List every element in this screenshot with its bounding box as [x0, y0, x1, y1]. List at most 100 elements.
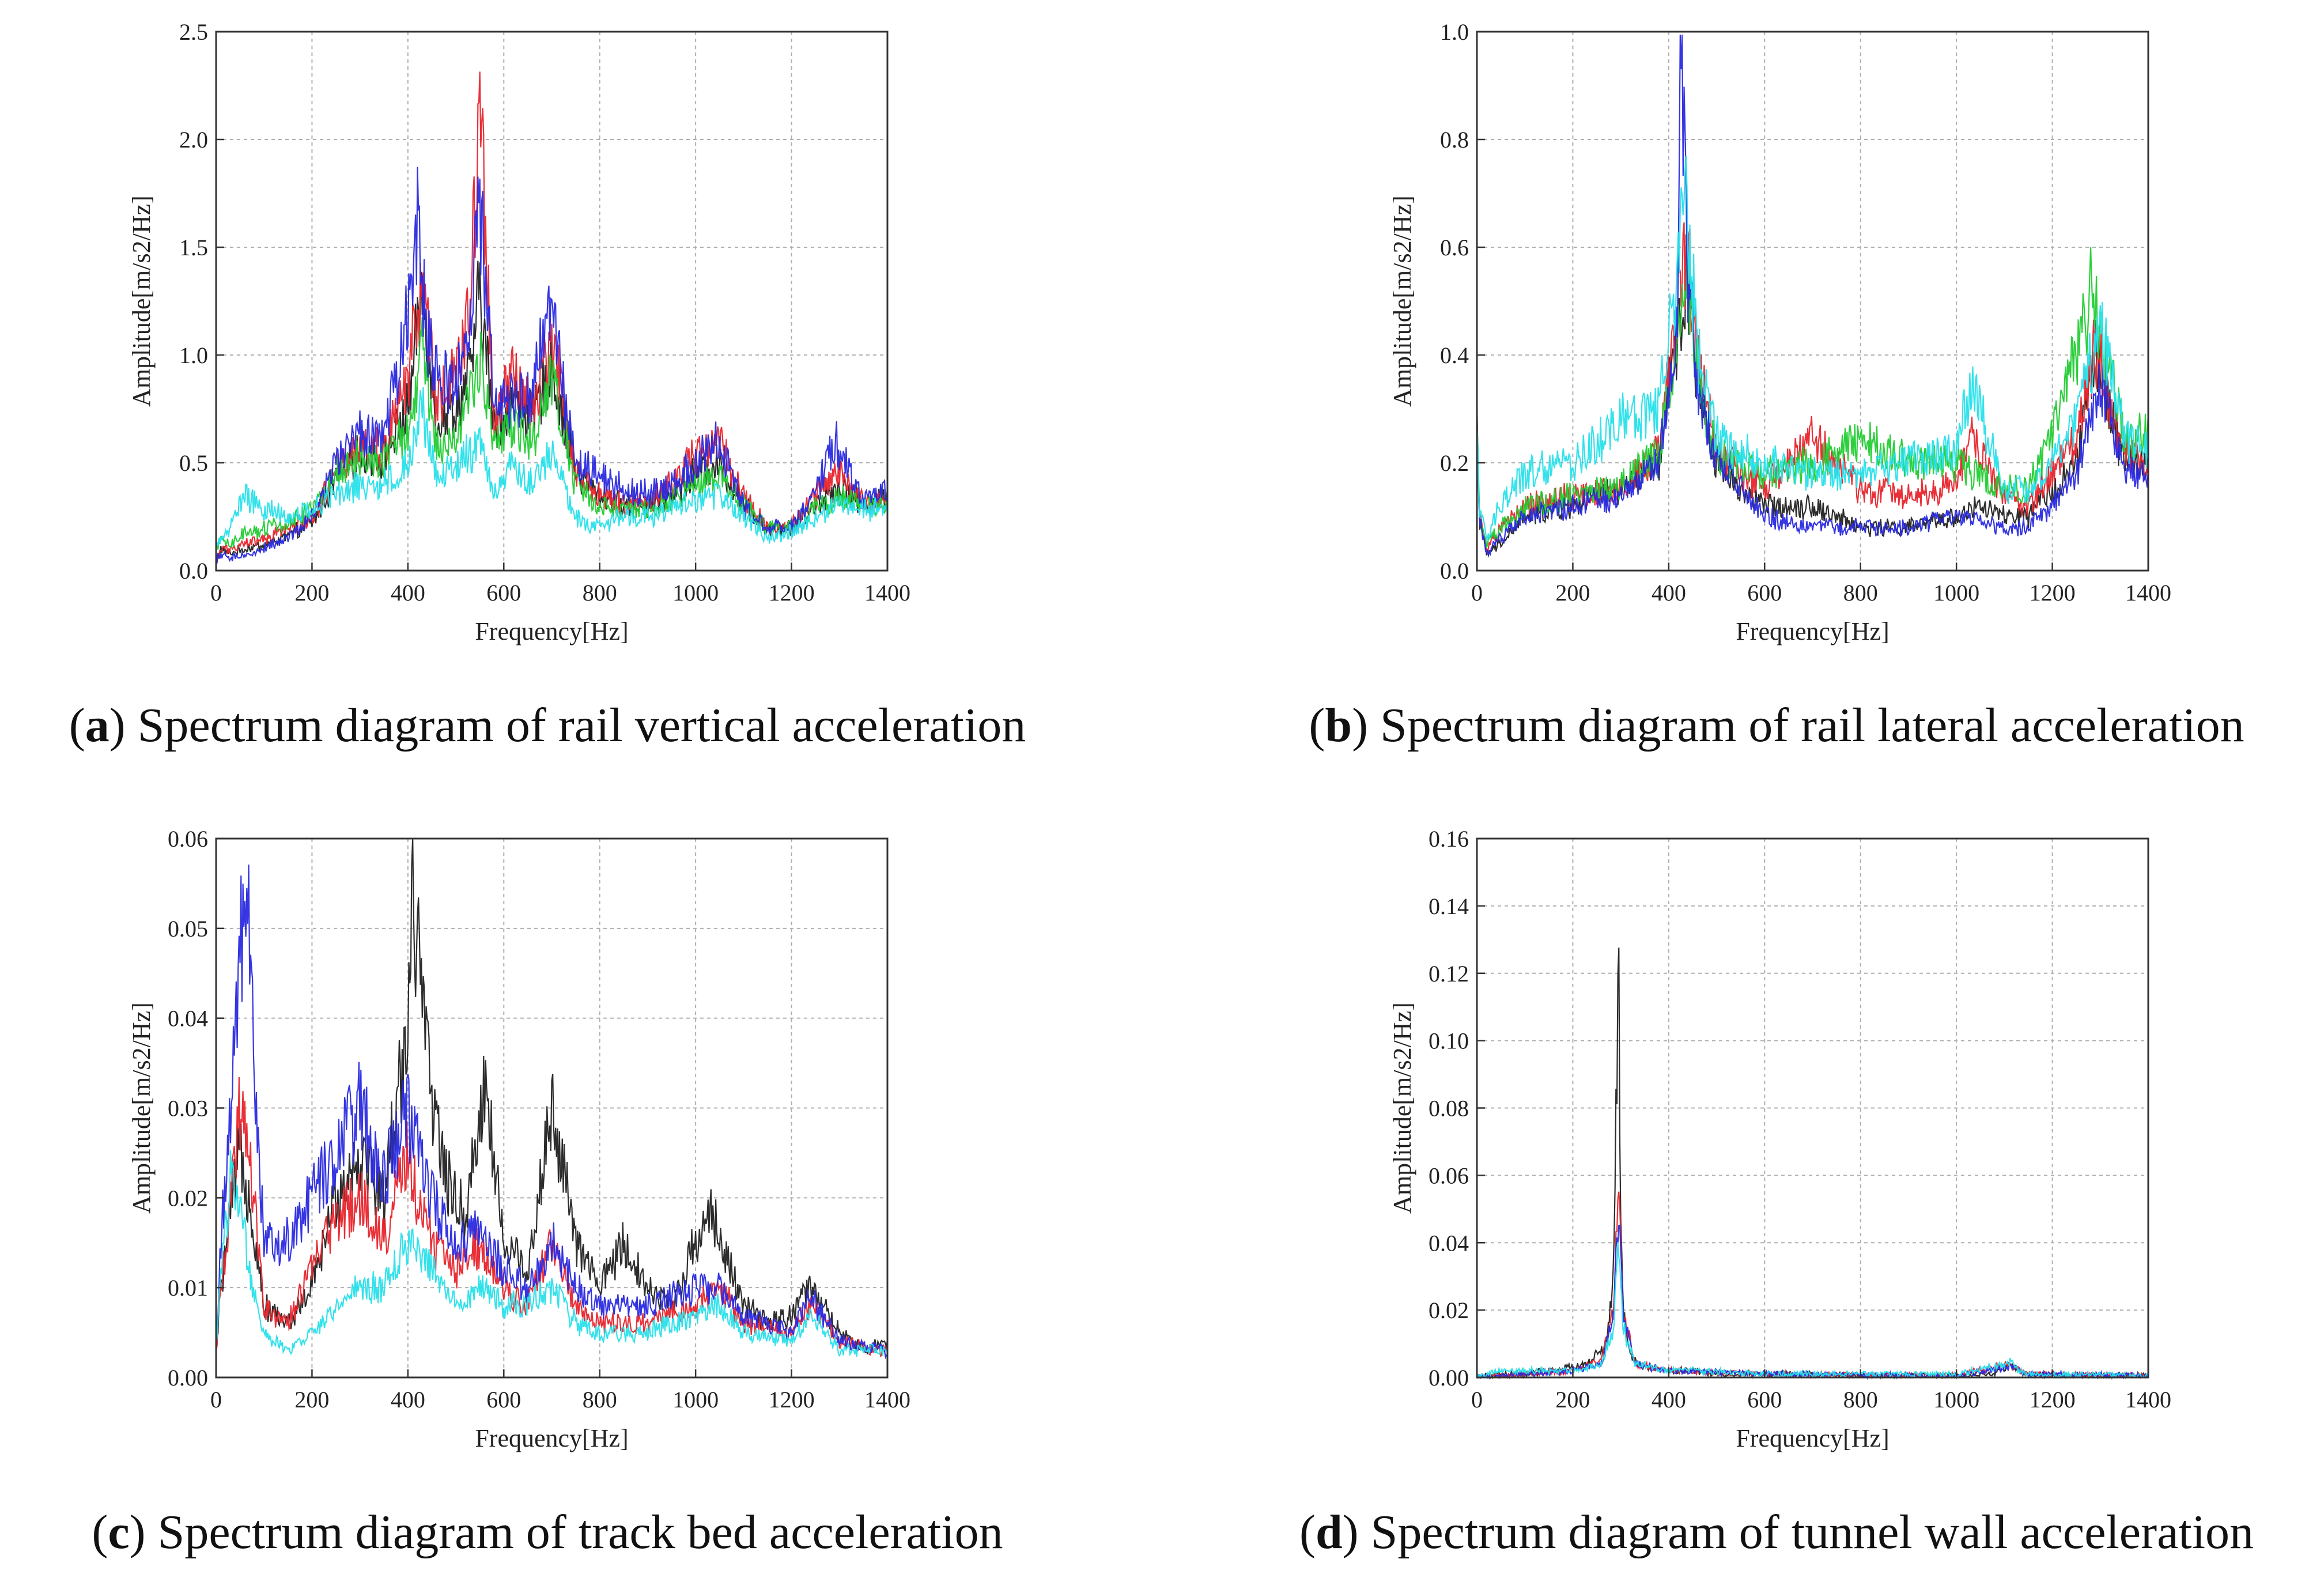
y-tick-label: 0.0 — [179, 558, 208, 584]
x-tick-label: 200 — [294, 1387, 329, 1413]
x-axis-label: Frequency[Hz] — [475, 617, 628, 645]
series-green-line — [1476, 247, 2149, 548]
x-tick-label: 0 — [1471, 1387, 1483, 1413]
y-tick-label: 2.0 — [179, 127, 208, 153]
series-blue-line — [1476, 1224, 2149, 1380]
caption-b-letter: b — [1325, 699, 1352, 752]
y-axis-label: Amplitude[m/s2/Hz] — [1388, 195, 1416, 407]
y-tick-label: 0.00 — [168, 1365, 208, 1391]
y-tick-label: 0.4 — [1440, 342, 1469, 368]
x-tick-label: 400 — [391, 580, 425, 606]
caption-c: (c) Spectrum diagram of track bed accele… — [92, 1505, 1003, 1559]
x-tick-label: 1400 — [864, 580, 910, 606]
chart-b-rail-lateral: 0 200 400 600 800 1000 1200 1400 0.0 0.2 0.4 0.6 0.8… — [1388, 19, 2171, 645]
x-tick-label: 0 — [210, 1387, 222, 1413]
y-tick-label: 0.02 — [168, 1185, 208, 1211]
x-tick-label: 600 — [486, 580, 521, 606]
y-tick-label: 0.5 — [179, 450, 208, 476]
caption-d-text: Spectrum diagram of tunnel wall accelera… — [1358, 1505, 2254, 1559]
y-tick-label: 2.5 — [179, 19, 208, 45]
panel-a: 0 200 400 600 800 1000 1200 1400 0.0 0.5 1.0 1.5 2.0… — [0, 0, 1095, 752]
x-tick-label: 1000 — [1933, 1387, 1979, 1413]
x-tick-label: 1200 — [769, 1387, 815, 1413]
plot-frame — [215, 31, 889, 572]
caption-a-letter: a — [85, 699, 109, 752]
x-tick-label: 1000 — [672, 1387, 719, 1413]
grid-a — [216, 32, 887, 571]
chart-d-tunnel-wall: 0 200 400 600 800 1000 1200 1400 0.00 0.02 0.04 0.0… — [1388, 826, 2171, 1452]
series-red-line — [215, 71, 889, 564]
panel-c: 0 200 400 600 800 1000 1200 1400 0.00 0.01 0.02 0.0… — [0, 807, 1095, 1559]
caption-b-text: Spectrum diagram of rail lateral acceler… — [1368, 699, 2244, 752]
y-axis-label: Amplitude[m/s2/Hz] — [127, 195, 156, 407]
caption-c-letter: c — [108, 1505, 130, 1559]
series-blue-line — [216, 167, 889, 564]
x-tick-label: 200 — [294, 580, 329, 606]
y-tick-label: 1.0 — [179, 342, 208, 368]
y-tick-label: 0.01 — [168, 1275, 208, 1301]
y-tick-label: 0.08 — [1429, 1096, 1469, 1122]
grid-d — [1477, 839, 2148, 1377]
series-cyan-line — [1476, 1242, 2149, 1380]
x-tick-label: 400 — [1652, 580, 1686, 606]
x-tick-label: 400 — [391, 1387, 425, 1413]
y-tick-label: 0.6 — [1440, 235, 1469, 261]
x-tick-label: 800 — [1843, 1387, 1878, 1413]
chart-c-track-bed: 0 200 400 600 800 1000 1200 1400 0.00 0.01 0.02 0.0… — [127, 826, 910, 1452]
series-black-line — [215, 838, 889, 1356]
x-tick-label: 200 — [1555, 1387, 1590, 1413]
chart-a-rail-vertical: 0 200 400 600 800 1000 1200 1400 0.0 0.5 1.0 1.5 2.0… — [127, 19, 910, 645]
y-tick-label: 0.14 — [1429, 893, 1469, 919]
x-axis-label: Frequency[Hz] — [1736, 1424, 1889, 1452]
x-tick-label: 1000 — [1933, 580, 1979, 606]
x-axis-label: Frequency[Hz] — [475, 1424, 628, 1452]
y-tick-label: 1.5 — [179, 235, 208, 261]
plot-frame — [1476, 31, 2149, 572]
x-tick-label: 1000 — [672, 580, 719, 606]
y-tick-label: 0.04 — [168, 1006, 208, 1032]
series-black-line — [215, 261, 889, 561]
x-tick-label: 1400 — [2125, 580, 2171, 606]
series-cyan-line — [1476, 156, 2149, 542]
series-red-line — [215, 1077, 889, 1357]
panel-d: 0 200 400 600 800 1000 1200 1400 0.00 0.02 0.04 0.0… — [1229, 807, 2324, 1559]
series-cyan-line — [215, 387, 889, 552]
series-cyan-line — [215, 1150, 889, 1357]
y-tick-label: 0.02 — [1429, 1297, 1469, 1323]
x-tick-label: 600 — [1747, 580, 1782, 606]
caption-a: (a) Spectrum diagram of rail vertical ac… — [69, 699, 1026, 752]
y-tick-label: 0.03 — [168, 1096, 208, 1122]
y-tick-label: 0.2 — [1440, 450, 1469, 476]
y-axis-label: Amplitude[m/s2/Hz] — [1388, 1002, 1416, 1214]
caption-c-text: Spectrum diagram of track bed accelerati… — [145, 1505, 1003, 1559]
x-tick-label: 1200 — [2030, 1387, 2076, 1413]
y-tick-label: 0.06 — [1429, 1162, 1469, 1188]
panel-b: 0 200 400 600 800 1000 1200 1400 0.0 0.2 0.4 0.6 0.8… — [1229, 0, 2324, 752]
x-tick-label: 1400 — [2125, 1387, 2171, 1413]
series-blue-line — [215, 865, 888, 1360]
series-black-line — [1476, 948, 2149, 1380]
x-tick-label: 1400 — [864, 1387, 910, 1413]
caption-d: (d) Spectrum diagram of tunnel wall acce… — [1299, 1505, 2254, 1559]
plot-frame — [1476, 837, 2149, 1379]
x-tick-label: 0 — [210, 580, 222, 606]
x-tick-label: 600 — [486, 1387, 521, 1413]
caption-a-text: Spectrum diagram of rail vertical accele… — [125, 699, 1026, 752]
series-red-line — [1476, 1191, 2149, 1380]
x-tick-label: 0 — [1471, 580, 1483, 606]
y-tick-label: 0.16 — [1429, 826, 1469, 852]
grid-b — [1477, 32, 2148, 571]
series-blue-line — [1476, 35, 2149, 558]
x-tick-label: 200 — [1555, 580, 1590, 606]
y-axis-label: Amplitude[m/s2/Hz] — [127, 1002, 156, 1214]
x-tick-label: 600 — [1747, 1387, 1782, 1413]
y-tick-label: 0.10 — [1429, 1028, 1469, 1054]
x-tick-label: 800 — [1843, 580, 1878, 606]
y-tick-label: 0.04 — [1429, 1230, 1469, 1256]
x-tick-label: 800 — [583, 1387, 617, 1413]
x-axis-label: Frequency[Hz] — [1736, 617, 1889, 645]
x-tick-label: 1200 — [2030, 580, 2076, 606]
y-tick-label: 0.8 — [1440, 127, 1469, 153]
x-tick-label: 1200 — [769, 580, 815, 606]
caption-b: (b) Spectrum diagram of rail lateral acc… — [1309, 699, 2244, 752]
